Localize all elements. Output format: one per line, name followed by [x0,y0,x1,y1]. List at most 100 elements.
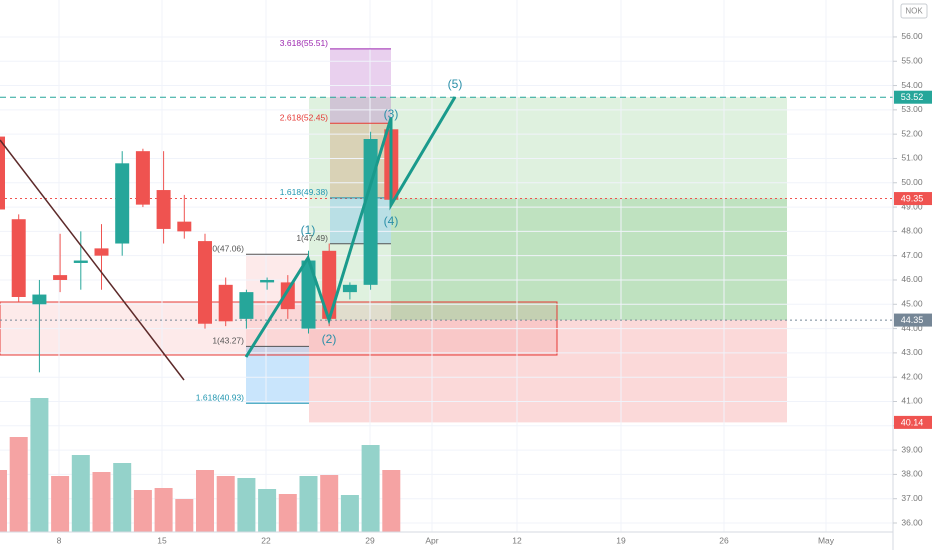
y-tick-label: 39.00 [901,444,923,454]
candle-body [239,292,254,319]
volume-bar [216,476,235,532]
y-tick-label: 44.00 [901,323,923,333]
volume-bar [0,470,7,532]
fib-levels: 3.618(55.51) 2.618(52.45) 1.618(49.38) 1(47… [196,38,391,404]
candle-body [322,250,337,319]
volume-bar [51,476,70,532]
y-tick-label: 54.00 [901,80,923,90]
y-tick-label: 43.00 [901,347,923,357]
price-label-box [894,313,932,327]
y-tick-label: 53.00 [901,104,923,114]
wave-labels: (1) (2) (3) (4) (5) [301,77,463,346]
fib-zone [246,254,309,347]
volume-bar [133,490,152,532]
profit-zone [391,198,787,321]
price-label-box [894,192,932,206]
candle-body [301,260,316,329]
candle-body [0,136,5,210]
candle-body [198,241,212,324]
fib-zone [330,123,391,198]
candle-body [11,219,26,297]
volume-bar [154,488,173,532]
axis-labels: 36.0037.0038.0039.0040.0041.0042.0043.00… [57,31,932,545]
candle-body [177,221,192,232]
volume-bar [278,494,297,532]
y-tick-label: 56.00 [901,31,923,41]
volume [0,398,401,532]
x-tick-label: 8 [57,535,62,545]
y-tick-label: 52.00 [901,128,923,138]
volume-bar [92,472,111,532]
volume-bar [299,476,318,532]
x-tick-label: May [818,535,835,545]
price-label: 44.35 [901,315,924,325]
fib-label: 3.618(55.51) [280,38,328,48]
fib-label: 1.618(49.38) [280,187,328,197]
candle-body [156,190,171,229]
wave-label: (3) [384,107,399,121]
y-tick-label: 50.00 [901,177,923,187]
wave-label: (5) [448,77,463,91]
wave-label: (1) [301,223,316,237]
y-tick-label: 37.00 [901,493,923,503]
fib-label: 2.618(52.45) [280,112,328,122]
y-tick-label: 46.00 [901,274,923,284]
x-tick-label: Apr [425,535,438,545]
volume-bar [340,495,359,532]
price-label: 40.14 [901,417,924,427]
y-tick-label: 42.00 [901,371,923,381]
price-label-box [894,90,932,104]
x-tick-label: 19 [616,535,626,545]
candle-body [280,282,295,310]
loss-zone [309,320,787,423]
currency-box [900,3,928,19]
volume-bar [196,470,214,532]
y-tick-label: 51.00 [901,153,923,163]
volume-bar [9,437,28,532]
fib-zone [246,346,309,404]
volume-bar [71,455,90,532]
y-tick-label: 36.00 [901,517,923,527]
y-tick-label: 41.00 [901,396,923,406]
candle-body [218,284,233,322]
wave-line [244,96,457,358]
x-tick-label: 29 [365,535,375,545]
volume-bar [30,398,49,532]
volume-bar [237,478,256,532]
x-tick-label: 15 [157,535,167,545]
price-label: 53.52 [901,92,924,102]
y-tick-label: 38.00 [901,469,923,479]
price-label: 49.35 [901,193,924,203]
y-tick-label: 45.00 [901,299,923,309]
x-tick-label: 26 [719,535,729,545]
candle-body [53,275,68,280]
volume-bar [361,445,380,532]
candle-body [363,139,378,285]
volume-bar [320,475,339,532]
fib-label: 1.618(40.93) [196,392,244,402]
y-tick-label: 55.00 [901,55,923,65]
fib-label: 1(43.27) [212,336,244,346]
x-tick-label: 22 [261,535,271,545]
price-label-box [894,415,932,429]
wave-label: (2) [322,332,337,346]
volume-bar [175,499,194,532]
y-tick-label: 49.00 [901,201,923,211]
fib-label: 0(47.06) [212,243,244,253]
volume-bar [258,489,277,532]
candle-body [73,260,88,263]
grid [0,0,893,532]
y-tick-label: 48.00 [901,226,923,236]
currency: NOK [905,7,923,16]
volume-bar [113,463,132,532]
candle-body [32,294,47,305]
wave-label: (4) [384,214,399,228]
candle-body [94,248,109,256]
candle-body [115,163,130,244]
candle-body [342,284,357,293]
candle-body [260,279,275,283]
candle-body [135,151,150,205]
trend-line [0,139,185,381]
